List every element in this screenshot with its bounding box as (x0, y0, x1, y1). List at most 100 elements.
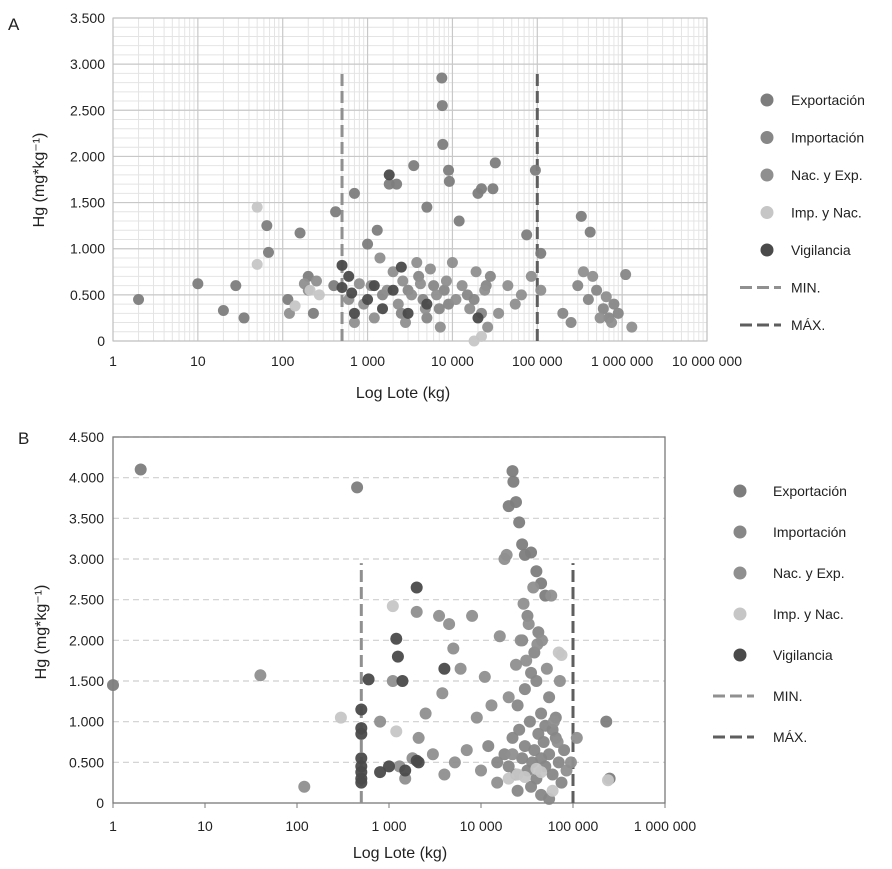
data-point-imp-y-nac (518, 770, 531, 783)
data-point-imp-y-nac (601, 774, 614, 787)
data-point-nac-y-exp (436, 687, 449, 700)
data-point-nac-y-exp (438, 768, 451, 781)
data-point-exportacion (294, 227, 306, 239)
data-point-nac-y-exp (470, 711, 483, 724)
data-point-vigilancia (395, 261, 407, 273)
data-point-imp-y-nac (546, 784, 559, 797)
data-point-vigilancia (377, 303, 389, 315)
legend-marker (733, 648, 747, 662)
data-point-imp-y-nac (390, 725, 403, 738)
data-point-nac-y-exp (522, 618, 535, 631)
data-point-importacion (552, 756, 565, 769)
data-point-importacion (518, 683, 531, 696)
legend-label: Nac. y Exp. (791, 167, 863, 183)
data-point-nac-y-exp (517, 597, 530, 610)
data-point-nac-y-exp (460, 744, 473, 757)
data-point-nac-y-exp (424, 263, 436, 275)
data-point-exportacion (535, 247, 547, 259)
data-point-vigilancia (343, 270, 355, 282)
data-point-imp-y-nac (304, 284, 316, 296)
data-point-exportacion (362, 238, 374, 250)
legend-item-min: MIN. (740, 280, 821, 296)
panel-a-y-tick-labels: 0 0.500 1.000 1.500 2.000 2.500 3.000 3.500 (70, 10, 105, 349)
y-tick-label: 1.500 (69, 673, 104, 689)
data-point-nac-y-exp (527, 581, 540, 594)
data-point-exportacion (408, 160, 420, 172)
panel-b: B 0 0.500 1.000 1.500 2.000 2.500 3.000 3.500 4.… (18, 429, 847, 862)
data-point-nac-y-exp (594, 312, 606, 324)
data-point-vigilancia (374, 766, 387, 779)
data-point-exportacion (475, 183, 487, 195)
data-point-exportacion (330, 206, 342, 218)
legend-item-max: MÁX. (713, 729, 807, 745)
panel-b-x-tick-labels: 1 10 100 1 000 10 000 100 000 1 000 000 (109, 818, 696, 834)
series-vigilancia (336, 169, 484, 324)
data-point-exportacion (134, 463, 147, 476)
data-point-importacion (612, 307, 624, 319)
data-point-exportacion (487, 183, 499, 195)
legend-label: MÁX. (773, 729, 807, 745)
data-point-exportacion (529, 164, 541, 176)
data-point-exportacion (133, 293, 145, 305)
series-imp-y-nac (251, 201, 487, 347)
legend-marker (733, 525, 747, 539)
data-point-vigilancia (399, 764, 412, 777)
y-tick-label: 3.000 (69, 551, 104, 567)
series-nac-y-exp (254, 548, 583, 793)
panel-a-y-axis-title: Hg (mg*kg⁻¹) (31, 133, 48, 228)
data-point-importacion (528, 744, 541, 757)
y-tick-label: 2.500 (69, 592, 104, 608)
data-point-nac-y-exp (411, 257, 423, 269)
legend-label: Importación (791, 130, 864, 146)
legend-label: Imp. y Nac. (791, 205, 862, 221)
legend-marker (760, 243, 774, 257)
data-point-exportacion (443, 175, 455, 187)
legend-label: MÁX. (791, 317, 825, 333)
legend-item-importacion: Importación (760, 130, 864, 146)
data-point-nac-y-exp (412, 731, 425, 744)
data-point-nac-y-exp (491, 776, 504, 789)
data-point-nac-y-exp (397, 275, 409, 287)
data-point-vigilancia (383, 760, 395, 773)
data-point-nac-y-exp (509, 298, 521, 310)
data-point-exportacion (391, 178, 403, 190)
data-point-nac-y-exp (520, 654, 533, 667)
legend-item-nac-y-exp: Nac. y Exp. (760, 167, 863, 183)
data-point-nac-y-exp (406, 289, 418, 301)
data-point-vigilancia (336, 259, 348, 271)
y-tick-label: 1.500 (70, 195, 105, 211)
legend-marker (760, 93, 774, 107)
y-tick-label: 1.000 (69, 714, 104, 730)
data-point-importacion (543, 748, 556, 761)
data-point-exportacion (328, 280, 340, 292)
data-point-vigilancia (391, 650, 404, 663)
data-point-exportacion (192, 278, 204, 290)
data-point-nac-y-exp (479, 284, 491, 296)
data-point-importacion (546, 768, 559, 781)
series-exportacion (133, 72, 596, 324)
legend-label: Exportación (773, 483, 847, 499)
data-point-exportacion (307, 307, 319, 319)
data-point-nac-y-exp (493, 307, 505, 319)
data-point-nac-y-exp (502, 280, 514, 292)
data-point-vigilancia (346, 287, 358, 299)
legend-item-exportacion: Exportación (733, 483, 847, 499)
data-point-importacion (565, 317, 577, 329)
data-point-nac-y-exp (374, 715, 387, 728)
data-point-exportacion (509, 496, 522, 509)
x-tick-label: 10 000 (431, 353, 474, 369)
data-point-importacion (468, 293, 480, 305)
x-tick-label: 1 000 000 (591, 353, 653, 369)
data-point-imp-y-nac (251, 258, 263, 270)
data-point-vigilancia (336, 281, 348, 293)
data-point-imp-y-nac (475, 330, 487, 342)
data-point-nac-y-exp (400, 317, 412, 329)
data-point-importacion (555, 776, 568, 789)
legend-marker (733, 566, 747, 580)
y-tick-label: 2.000 (70, 148, 105, 164)
data-point-nac-y-exp (434, 321, 446, 333)
series-vigilancia (355, 581, 451, 789)
data-point-exportacion (521, 229, 533, 241)
data-point-importacion (608, 298, 620, 310)
data-point-exportacion (436, 72, 448, 84)
